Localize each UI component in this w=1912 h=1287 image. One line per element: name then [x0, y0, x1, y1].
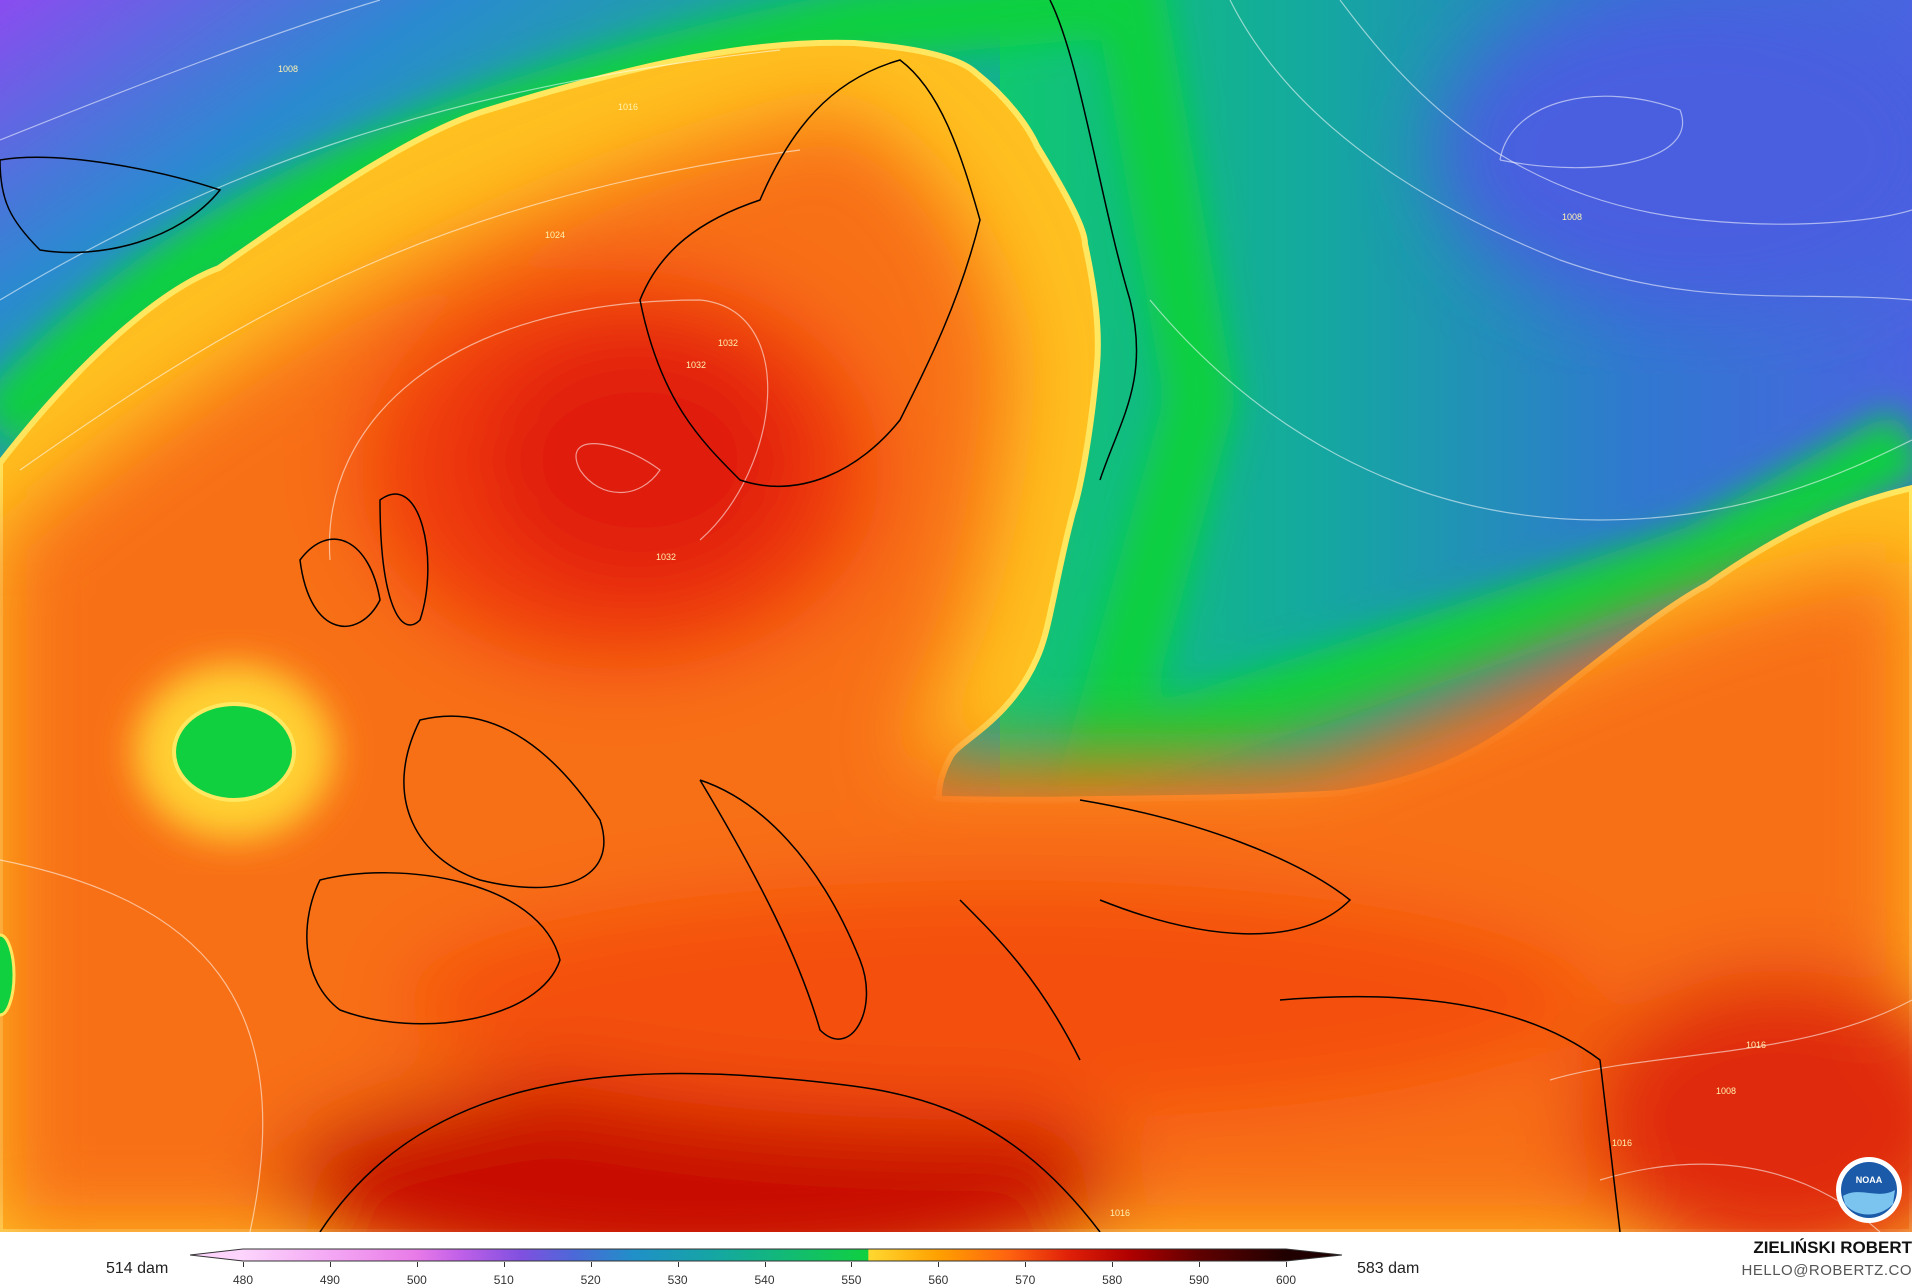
legend-min-label: 514 dam	[106, 1260, 169, 1277]
colorbar-tick-label: 510	[493, 1273, 514, 1287]
colorbar-tick-label: 480	[232, 1273, 254, 1287]
author-name: ZIELIŃSKI ROBERT	[1753, 1238, 1912, 1257]
isobar-label: 1016	[1110, 1208, 1130, 1218]
isobar-label: 1016	[1746, 1040, 1766, 1050]
colorbar-tick-mark	[1199, 1262, 1201, 1267]
colorbar-tick-label: 560	[928, 1273, 949, 1287]
colorbar-tick-label: 600	[1275, 1273, 1297, 1287]
colorbar-tick-label: 490	[319, 1273, 340, 1287]
isobar-label: 1032	[656, 552, 676, 562]
colorbar-tick-label: 580	[1102, 1273, 1123, 1287]
colorbar-tick-mark	[243, 1262, 244, 1267]
colorbar-tick-mark	[1112, 1262, 1114, 1267]
author-email: HELLO@ROBERTZ.CO	[1741, 1262, 1912, 1279]
isobar-label: 1008	[278, 64, 298, 74]
colorbar-tick-mark	[1025, 1262, 1027, 1267]
isobar-label: 1008	[1562, 212, 1582, 222]
russia-low	[1440, 0, 1912, 310]
colorbar-tick-label: 500	[406, 1273, 427, 1287]
isobar-label: 1032	[686, 360, 706, 370]
colorbar-tick-label: 550	[841, 1273, 862, 1287]
colorbar-tick-mark	[677, 1262, 679, 1267]
isobar-label: 1008	[1716, 1086, 1736, 1096]
isobar-label: 1024	[545, 230, 565, 240]
colorbar-tick-mark	[938, 1262, 940, 1267]
colorbar-tick-label: 570	[1015, 1273, 1036, 1287]
colorbar-tick-mark	[590, 1262, 592, 1267]
colorbar-tick-label: 540	[754, 1273, 775, 1287]
isobar-labels: 1008 1016 1024 1032 1032 1032 1008 1016 …	[278, 64, 1766, 1218]
colorbar-gradient	[190, 1248, 1342, 1262]
isobar-label: 1032	[718, 338, 738, 348]
colorbar-tick-label: 520	[580, 1273, 601, 1287]
isobar-label: 1016	[1612, 1138, 1632, 1148]
colorbar-tick-mark	[764, 1262, 766, 1267]
legend-max-label: 583 dam	[1357, 1260, 1420, 1277]
colorbar-tick-mark	[329, 1262, 331, 1267]
colorbar-tick-mark	[503, 1262, 505, 1267]
coastlines	[0, 0, 1621, 1232]
svg-text:NOAA: NOAA	[1856, 1175, 1883, 1185]
warm-field	[0, 110, 1912, 1232]
colorbar-tick-mark	[1286, 1262, 1287, 1267]
colorbar-tick-label: 590	[1189, 1273, 1210, 1287]
colorbar-tick-mark	[416, 1262, 418, 1267]
isobar-label: 1016	[618, 102, 638, 112]
colorbar-tick-label: 530	[667, 1273, 688, 1287]
cutoff-low	[172, 702, 296, 802]
colorbar-tick-mark	[851, 1262, 853, 1267]
noaa-logo: NOAA	[1836, 1157, 1902, 1223]
west-edge-low	[0, 933, 16, 1017]
geopotential-height-map: 1008 1016 1024 1032 1032 1032 1008 1016 …	[0, 0, 1912, 1232]
colorbar	[190, 1248, 1342, 1262]
